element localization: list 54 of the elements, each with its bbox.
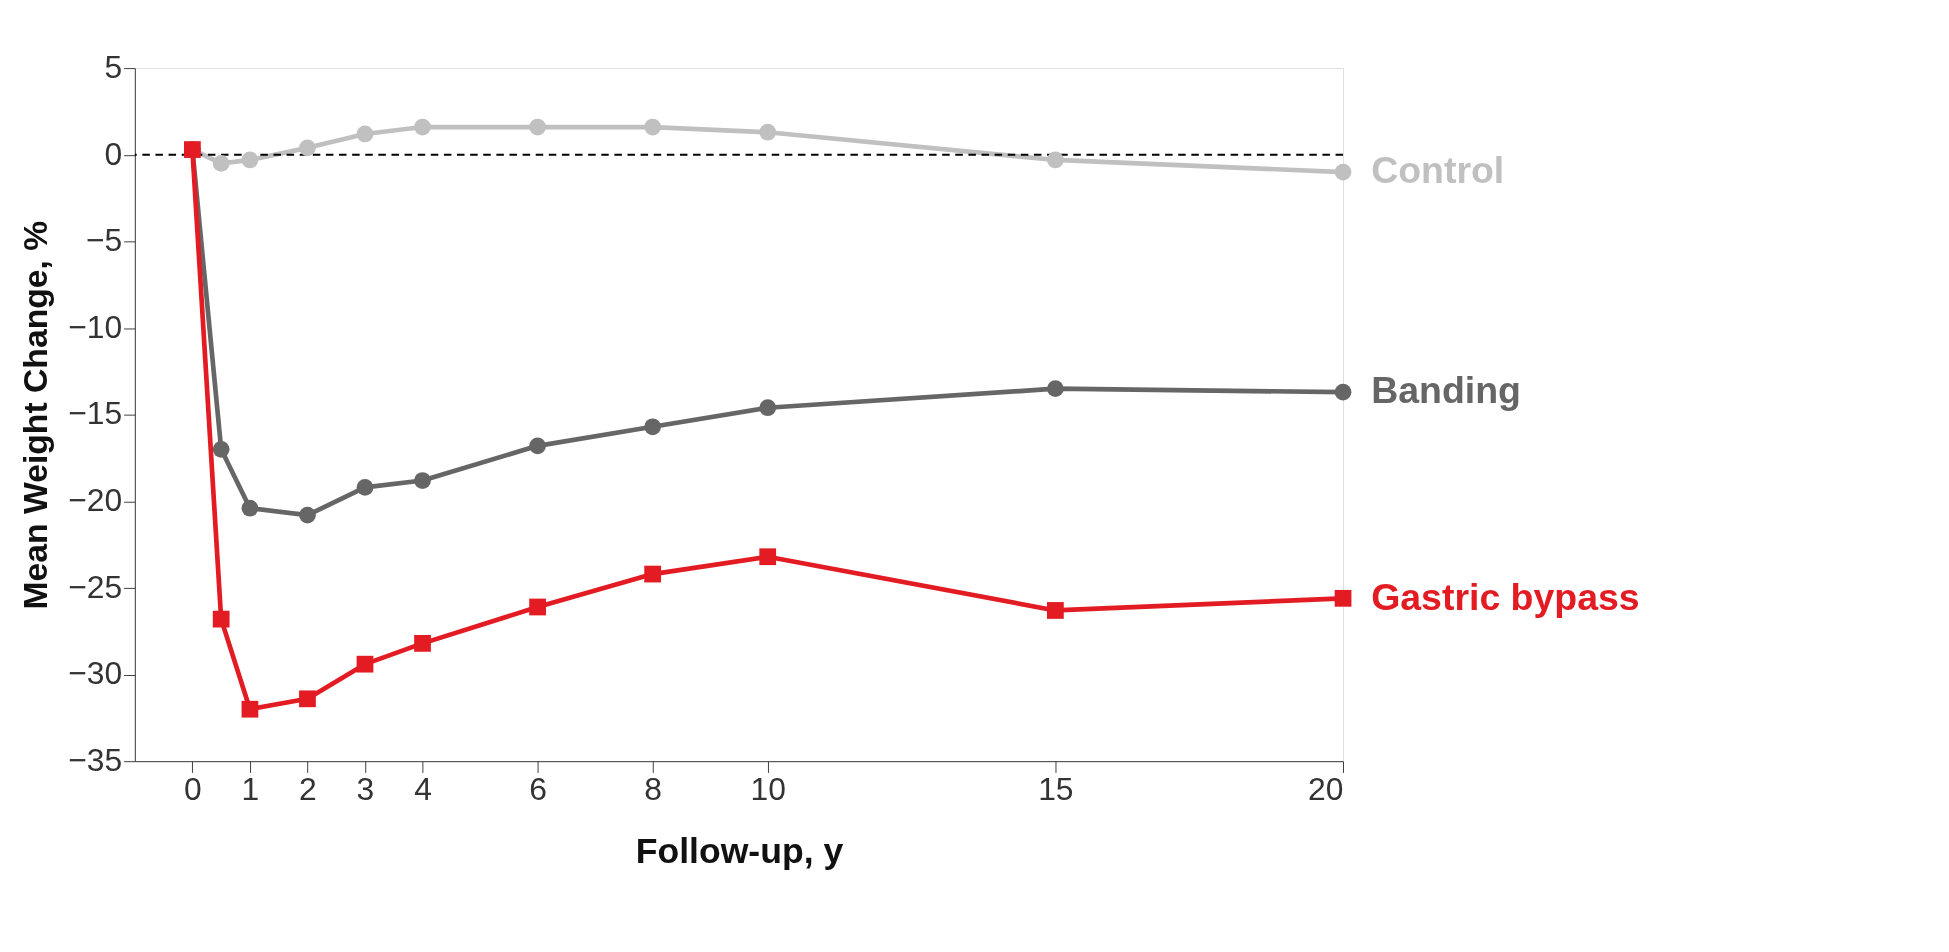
x-tick-label: 6 — [529, 771, 547, 808]
series-label: Control — [1371, 149, 1505, 192]
point — [212, 610, 230, 628]
point — [1047, 151, 1064, 169]
point — [1334, 589, 1352, 607]
point — [759, 399, 777, 417]
point — [1047, 380, 1064, 398]
point — [529, 598, 546, 616]
y-tick-label: −25 — [68, 568, 123, 605]
x-tick-label: 8 — [644, 771, 662, 808]
y-axis-title: Mean Weight Change, % — [15, 220, 54, 610]
series-label: Gastric bypass — [1371, 575, 1640, 618]
y-tick-label: 5 — [104, 48, 123, 85]
point — [241, 151, 259, 169]
x-tick-label: 3 — [356, 771, 375, 808]
point — [644, 418, 662, 436]
point — [414, 635, 431, 652]
point — [1334, 383, 1352, 401]
y-tick-label: −20 — [68, 482, 123, 519]
point — [356, 655, 374, 673]
point — [299, 690, 316, 708]
point — [1047, 602, 1064, 619]
point — [241, 499, 259, 517]
point — [299, 506, 316, 524]
point — [299, 139, 316, 157]
point — [759, 123, 777, 141]
series-label: Banding — [1371, 369, 1521, 412]
x-tick-label: 2 — [299, 771, 317, 808]
x-tick-label: 1 — [241, 771, 260, 808]
y-tick-label: 0 — [104, 135, 123, 172]
point — [414, 472, 431, 489]
x-tick-label: 0 — [184, 771, 202, 808]
y-tick-label: −5 — [85, 222, 123, 259]
point — [212, 440, 230, 458]
point — [414, 118, 431, 136]
point — [356, 125, 374, 143]
y-tick-label: −10 — [68, 308, 123, 345]
point — [356, 479, 374, 496]
x-axis-title: Follow-up, y — [635, 830, 844, 871]
point — [212, 155, 230, 172]
x-tick-label: 4 — [414, 771, 432, 808]
point — [1334, 163, 1352, 181]
x-tick-label: 15 — [1038, 771, 1074, 808]
point — [644, 118, 662, 136]
y-tick-label: −30 — [68, 655, 123, 692]
x-tick-label: 20 — [1308, 771, 1344, 808]
point — [529, 118, 546, 136]
point — [759, 548, 777, 566]
y-tick-label: −15 — [68, 395, 123, 432]
y-tick-label: −35 — [68, 742, 123, 779]
x-tick-label: 10 — [750, 771, 786, 808]
point — [241, 700, 259, 718]
point — [529, 437, 546, 455]
point — [644, 565, 662, 583]
